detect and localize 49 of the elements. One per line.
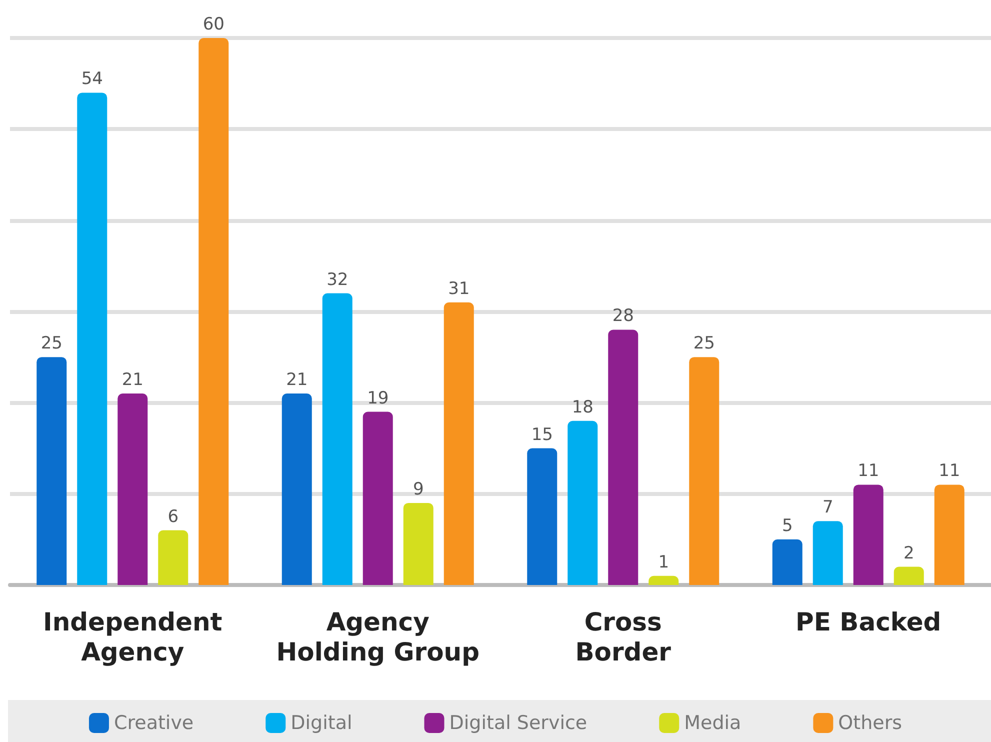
bar (282, 394, 312, 585)
bar (853, 484, 884, 585)
data-label: 32 (326, 270, 348, 290)
data-label: 31 (448, 278, 470, 299)
data-label: 11 (858, 461, 880, 482)
data-label: 7 (822, 498, 834, 518)
data-label: 9 (412, 479, 424, 500)
legend-label: Digital (290, 712, 352, 734)
data-label: 60 (202, 14, 224, 34)
data-label: 21 (286, 370, 308, 390)
x-tick-label: Cross Border (575, 608, 672, 666)
bar (362, 412, 393, 585)
bar (648, 576, 679, 585)
x-tick-label: Agency Holding Group (276, 608, 480, 666)
bar (527, 448, 558, 585)
legend-label: Media (684, 712, 742, 734)
data-label: 5 (782, 516, 793, 536)
bar (934, 484, 964, 585)
data-label: 28 (612, 306, 634, 326)
data-label: 25 (693, 334, 715, 354)
bar (118, 394, 148, 585)
data-label: 19 (367, 388, 389, 408)
bar (608, 330, 638, 585)
bar (894, 566, 924, 585)
bar (444, 302, 474, 585)
data-label: 25 (40, 334, 62, 354)
bar (403, 502, 434, 585)
data-label: 6 (168, 506, 179, 527)
bar (689, 357, 720, 585)
data-label: 11 (938, 461, 960, 482)
legend-label: Others (838, 712, 902, 734)
data-label: 15 (531, 424, 553, 445)
x-tick-label: PE Backed (796, 608, 942, 636)
data-label: 54 (81, 69, 103, 90)
legend-label: Digital Service (449, 712, 588, 734)
bar (158, 530, 188, 585)
bar (77, 92, 108, 585)
bar (772, 539, 802, 585)
data-label: 21 (122, 370, 144, 390)
data-label: 1 (658, 552, 670, 572)
legend-label: Creative (114, 712, 194, 734)
data-label: 2 (903, 543, 914, 564)
bar (322, 293, 352, 585)
data-label: 18 (572, 397, 594, 418)
x-tick-label: Independent Agency (43, 608, 222, 666)
bar (568, 420, 598, 585)
bar (198, 38, 229, 585)
bar (36, 357, 67, 585)
bar (812, 521, 843, 585)
